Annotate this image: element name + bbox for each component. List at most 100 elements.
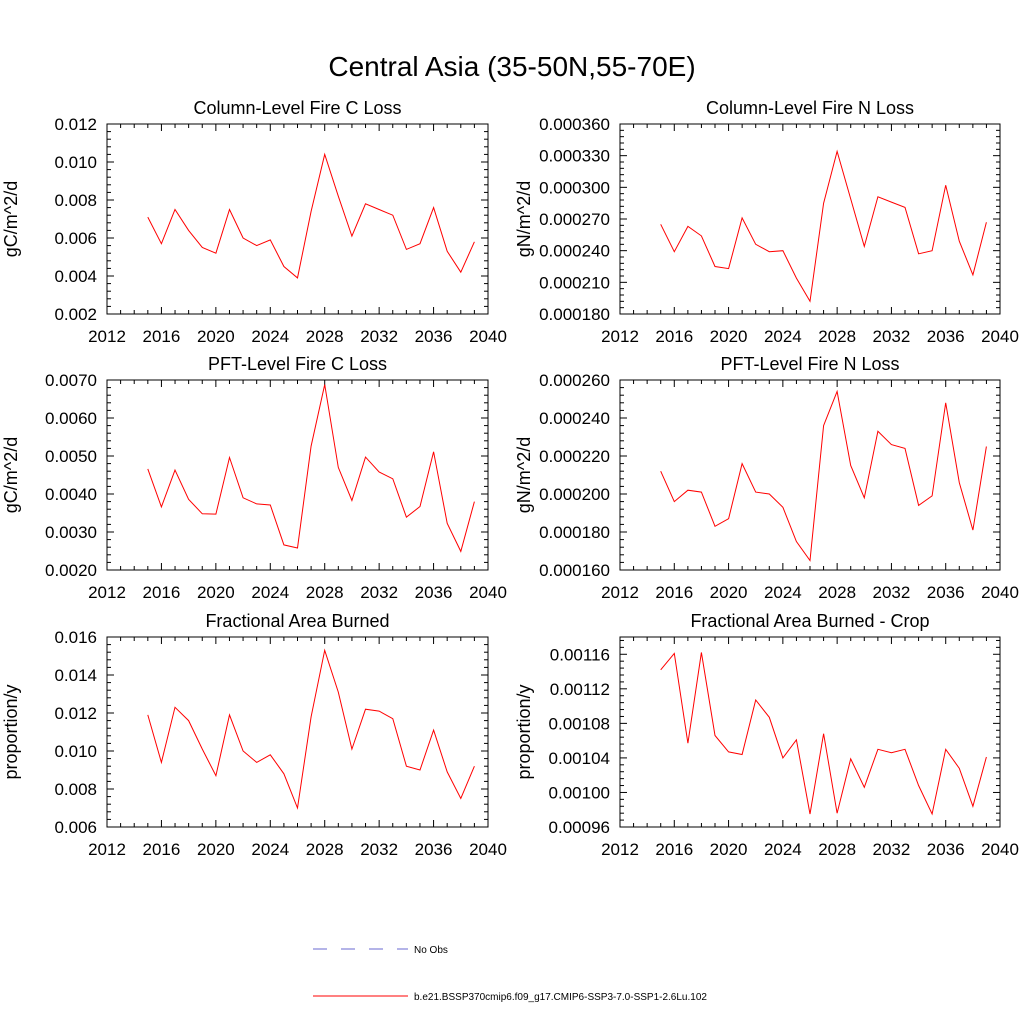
y-tick-label: 0.0020 xyxy=(45,561,97,580)
y-tick-label: 0.000200 xyxy=(539,485,610,504)
x-tick-label: 2012 xyxy=(88,840,126,859)
y-axis-label: gC/m^2/d xyxy=(1,181,21,257)
y-axis-label: proportion/y xyxy=(514,684,534,779)
series-line xyxy=(147,384,475,553)
x-tick-label: 2024 xyxy=(764,327,802,346)
panel-1: 2012 2016 2020 2024 2028 2032 2036 2040 0.002 0.0… xyxy=(1,98,507,346)
panel-title: Column-Level Fire C Loss xyxy=(193,98,401,118)
y-tick-label: 0.008 xyxy=(54,780,97,799)
x-tick-label: 2012 xyxy=(601,840,639,859)
series-line xyxy=(660,149,987,303)
y-tick-label: 0.002 xyxy=(54,305,97,324)
x-tick-label: 2040 xyxy=(981,840,1019,859)
y-tick-label: 0.014 xyxy=(54,666,97,685)
x-tick-label: 2036 xyxy=(927,327,965,346)
y-tick-label: 0.016 xyxy=(54,628,97,647)
figure-title: Central Asia (35-50N,55-70E) xyxy=(328,51,695,82)
y-axis-label: gN/m^2/d xyxy=(514,181,534,257)
legend-label-model: b.e21.BSSP370cmip6.f09_g17.CMIP6-SSP3-7.… xyxy=(414,992,707,1003)
y-tick-label: 0.000360 xyxy=(539,115,610,134)
y-tick-label: 0.010 xyxy=(54,153,97,172)
y-axis-label: proportion/y xyxy=(1,684,21,779)
y-tick-label: 0.00116 xyxy=(550,645,610,664)
legend-label-no-obs: No Obs xyxy=(414,945,448,956)
series-line xyxy=(147,152,475,279)
x-tick-label: 2036 xyxy=(415,327,453,346)
x-tick-label: 2028 xyxy=(306,327,344,346)
series-line xyxy=(660,389,987,562)
plot-frame xyxy=(106,379,489,571)
y-tick-label: 0.010 xyxy=(54,742,97,761)
x-tick-label: 2024 xyxy=(251,840,289,859)
plot-frame xyxy=(619,636,1001,828)
panel-5: 2012 2016 2020 2024 2028 2032 2036 2040 0.006 0.0… xyxy=(1,611,507,859)
x-tick-label: 2012 xyxy=(88,583,126,602)
y-tick-label: 0.012 xyxy=(54,115,97,134)
y-tick-label: 0.000160 xyxy=(539,561,610,580)
y-tick-label: 0.000180 xyxy=(539,305,610,324)
x-tick-label: 2036 xyxy=(415,583,453,602)
x-tick-label: 2028 xyxy=(818,327,856,346)
y-tick-label: 0.0070 xyxy=(45,371,97,390)
y-tick-label: 0.00104 xyxy=(549,749,610,768)
y-tick-label: 0.00108 xyxy=(549,714,610,733)
y-tick-label: 0.0060 xyxy=(45,409,97,428)
x-tick-label: 2040 xyxy=(469,327,507,346)
y-axis-label: gN/m^2/d xyxy=(514,437,534,513)
y-tick-label: 0.000260 xyxy=(539,371,610,390)
y-tick-label: 0.000180 xyxy=(539,523,610,542)
x-tick-label: 2024 xyxy=(764,840,802,859)
y-tick-label: 0.008 xyxy=(54,191,97,210)
y-tick-label: 0.000220 xyxy=(539,447,610,466)
x-tick-label: 2024 xyxy=(251,583,289,602)
x-tick-label: 2036 xyxy=(927,840,965,859)
x-tick-label: 2032 xyxy=(873,583,911,602)
x-tick-label: 2016 xyxy=(143,840,181,859)
x-tick-label: 2032 xyxy=(360,840,398,859)
plot-frame xyxy=(619,123,1001,315)
y-tick-label: 0.00100 xyxy=(549,783,610,802)
x-tick-label: 2028 xyxy=(818,583,856,602)
plot-frame xyxy=(619,379,1001,571)
x-tick-label: 2020 xyxy=(197,840,235,859)
y-tick-label: 0.000270 xyxy=(539,210,610,229)
y-tick-label: 0.000330 xyxy=(539,147,610,166)
x-tick-label: 2040 xyxy=(469,583,507,602)
x-tick-label: 2032 xyxy=(360,327,398,346)
panels: 2012 2016 2020 2024 2028 2032 2036 2040 0.002 0.0… xyxy=(1,98,1019,859)
y-tick-label: 0.0030 xyxy=(45,523,97,542)
x-tick-label: 2040 xyxy=(469,840,507,859)
x-tick-label: 2032 xyxy=(873,840,911,859)
x-tick-label: 2016 xyxy=(655,840,693,859)
x-tick-label: 2028 xyxy=(306,840,344,859)
x-tick-label: 2016 xyxy=(143,583,181,602)
y-axis-label: gC/m^2/d xyxy=(1,437,21,513)
x-tick-label: 2032 xyxy=(873,327,911,346)
x-tick-label: 2024 xyxy=(764,583,802,602)
panel-3: 2012 2016 2020 2024 2028 2032 2036 2040 0.0020 0.… xyxy=(1,354,507,602)
y-tick-label: 0.012 xyxy=(54,704,97,723)
x-tick-label: 2036 xyxy=(415,840,453,859)
x-tick-label: 2036 xyxy=(927,583,965,602)
y-tick-label: 0.0050 xyxy=(45,447,97,466)
x-tick-label: 2040 xyxy=(981,583,1019,602)
x-tick-label: 2020 xyxy=(710,327,748,346)
plot-frame xyxy=(106,123,489,315)
plot-frame xyxy=(106,636,489,828)
y-tick-label: 0.0040 xyxy=(45,485,97,504)
x-tick-label: 2020 xyxy=(197,583,235,602)
panel-title: PFT-Level Fire N Loss xyxy=(720,354,899,374)
x-tick-label: 2016 xyxy=(143,327,181,346)
x-tick-label: 2032 xyxy=(360,583,398,602)
x-tick-label: 2024 xyxy=(251,327,289,346)
panel-title: PFT-Level Fire C Loss xyxy=(208,354,387,374)
series-line xyxy=(660,652,987,816)
panel-6: 2012 2016 2020 2024 2028 2032 2036 2040 0.00096 0… xyxy=(514,611,1019,859)
panel-4: 2012 2016 2020 2024 2028 2032 2036 2040 0.000160… xyxy=(514,354,1019,602)
x-tick-label: 2028 xyxy=(818,840,856,859)
panel-2: 2012 2016 2020 2024 2028 2032 2036 2040 0.000180… xyxy=(514,98,1019,346)
x-tick-label: 2016 xyxy=(655,327,693,346)
y-tick-label: 0.00096 xyxy=(549,818,610,837)
series-line xyxy=(147,648,475,810)
